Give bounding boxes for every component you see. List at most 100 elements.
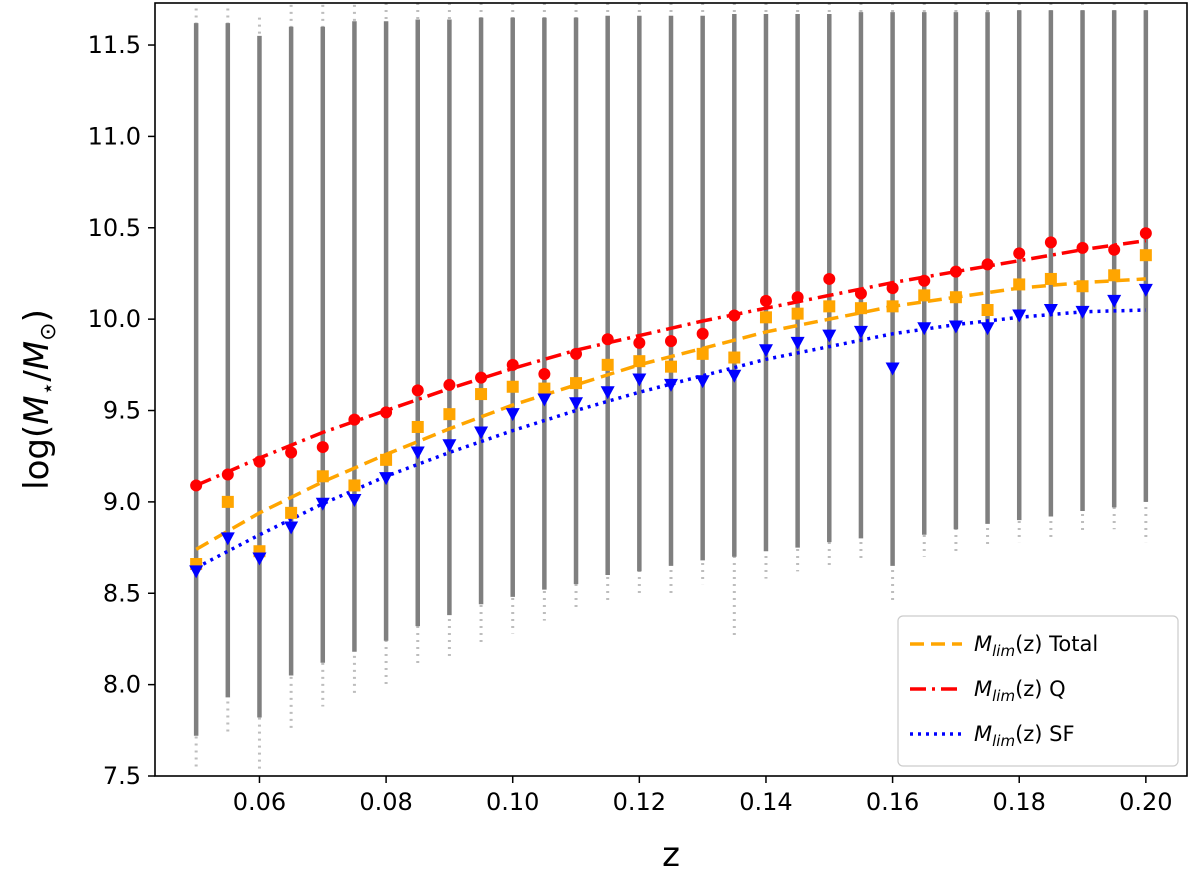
x-tick-label: 0.10 — [486, 788, 539, 816]
marker-sf — [1012, 309, 1027, 323]
y-tick-label: 8.5 — [103, 579, 141, 607]
marker-total — [854, 302, 867, 315]
marker-sf — [315, 497, 330, 511]
marker-sf — [822, 329, 837, 343]
legend-entry-q: Mlim(z) Q — [910, 677, 1066, 705]
y-tick-label: 8.0 — [103, 671, 141, 699]
y-tick-label: 11.5 — [88, 31, 141, 59]
marker-sf — [1075, 305, 1090, 319]
marker-sf — [948, 320, 963, 334]
marker-q — [886, 282, 899, 295]
marker-q — [1013, 247, 1026, 260]
x-tick-label: 0.20 — [1119, 788, 1172, 816]
marker-sf — [917, 322, 932, 336]
marker-q — [1139, 227, 1152, 240]
marker-total — [443, 408, 456, 421]
marker-total — [1139, 249, 1152, 262]
legend-label-total: Mlim(z) Total — [974, 632, 1098, 660]
marker-total — [759, 311, 772, 324]
marker-q — [981, 258, 994, 271]
marker-sf — [885, 362, 900, 376]
marker-q — [506, 358, 519, 371]
marker-sf — [727, 369, 742, 383]
marker-total — [918, 289, 931, 302]
marker-sf — [600, 386, 615, 400]
marker-total — [696, 347, 709, 360]
marker-total — [665, 360, 677, 373]
legend-label-sf: Mlim(z) SF — [974, 722, 1075, 750]
marker-q — [570, 347, 583, 360]
marker-q — [854, 287, 867, 300]
legend-q-tag: Q — [1043, 677, 1066, 701]
marker-sf — [1138, 283, 1153, 297]
x-axis-label: z — [662, 835, 680, 875]
fit-line-total — [195, 277, 1146, 551]
marker-sf — [189, 565, 204, 579]
marker-q — [538, 367, 551, 380]
marker-total — [285, 506, 298, 519]
legend-box — [897, 615, 1179, 767]
marker-q — [316, 441, 329, 454]
marker-total — [475, 388, 488, 401]
marker-q — [475, 371, 488, 384]
marker-total — [348, 479, 361, 492]
marker-sf — [569, 397, 584, 411]
marker-sf — [790, 336, 805, 350]
marker-total — [1076, 280, 1089, 293]
legend-total-tag: Total — [1043, 632, 1099, 656]
marker-total — [981, 304, 994, 317]
marker-q — [380, 406, 393, 419]
marker-sf — [695, 375, 710, 389]
y-tick-label: 9.5 — [103, 397, 141, 425]
x-tick-label: 0.08 — [359, 788, 412, 816]
marker-sf — [347, 494, 362, 508]
marker-sf — [379, 472, 394, 486]
marker-total — [221, 495, 234, 508]
marker-total — [791, 307, 804, 320]
marker-q — [221, 468, 234, 481]
legend-sf-sub: lim — [992, 732, 1015, 750]
x-tick-label: 0.12 — [613, 788, 666, 816]
marker-sf — [252, 552, 267, 566]
legend-sf-m: M — [974, 722, 992, 746]
marker-sf — [220, 532, 235, 546]
legend: Mlim(z) Total Mlim(z) Q Mlim(z) SF — [897, 615, 1179, 767]
y-tick-label: 9.0 — [103, 488, 141, 516]
marker-q — [728, 309, 741, 322]
marker-q — [949, 265, 962, 278]
marker-total — [253, 545, 266, 558]
marker-q — [443, 378, 456, 391]
marker-q — [411, 384, 424, 397]
legend-total-arg: (z) — [1015, 632, 1042, 656]
marker-total — [886, 300, 899, 313]
y-tick-label: 7.5 — [103, 762, 141, 790]
marker-sf — [284, 521, 299, 535]
marker-q — [1044, 236, 1057, 249]
legend-label-q: Mlim(z) Q — [974, 677, 1066, 705]
data-markers — [189, 227, 1153, 579]
x-tick-label: 0.16 — [866, 788, 919, 816]
y-label-sub2: ⊙ — [36, 322, 61, 340]
marker-total — [1044, 272, 1057, 285]
legend-total-sub: lim — [992, 642, 1015, 660]
legend-entry-total: Mlim(z) Total — [910, 632, 1098, 660]
x-tick-label: 0.14 — [739, 788, 792, 816]
marker-sf — [1107, 294, 1122, 308]
marker-q — [190, 479, 203, 492]
marker-total — [601, 358, 614, 371]
marker-q — [633, 336, 646, 349]
legend-sf-tag: SF — [1043, 722, 1075, 746]
marker-sf — [410, 446, 425, 460]
marker-sf — [442, 439, 457, 453]
plot-frame — [154, 2, 1188, 777]
marker-total — [506, 380, 519, 393]
marker-total — [823, 300, 836, 313]
y-label-slash: / — [17, 370, 57, 382]
marker-sf — [853, 325, 868, 339]
marker-total — [728, 351, 741, 364]
legend-entry-sf: Mlim(z) SF — [910, 722, 1075, 750]
y-tick-label: 10.5 — [88, 214, 141, 242]
x-tick-label: 0.18 — [993, 788, 1046, 816]
legend-entries: Mlim(z) Total Mlim(z) Q Mlim(z) SF — [910, 632, 1098, 750]
